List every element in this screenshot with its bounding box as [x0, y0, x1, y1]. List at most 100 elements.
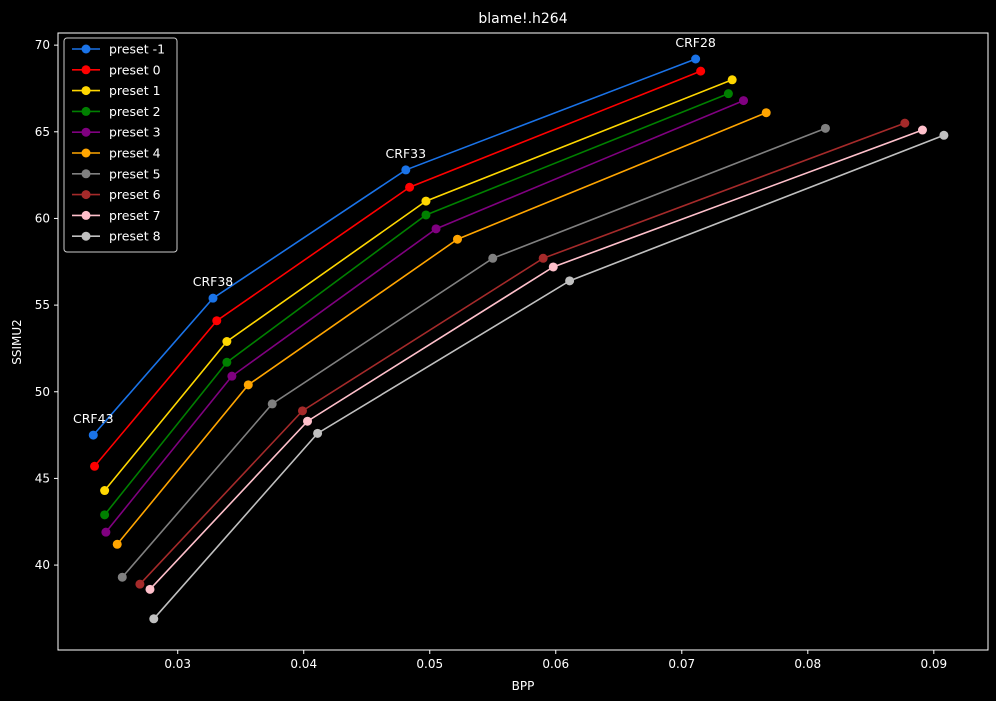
legend-marker	[81, 86, 91, 96]
x-tick-label: 0.07	[668, 657, 695, 671]
plot-area	[88, 54, 949, 624]
legend-entry: preset 3	[72, 125, 161, 140]
y-tick-label: 40	[35, 558, 50, 572]
legend-label: preset 7	[109, 208, 161, 223]
series-line	[104, 92, 729, 516]
chart-title: blame!.h264	[478, 11, 567, 27]
data-point	[303, 416, 313, 426]
legend-entry: preset 2	[72, 104, 161, 119]
data-point	[401, 165, 411, 175]
legend-entry: preset 4	[72, 146, 161, 161]
x-axis: 0.03 0.04 0.05 0.06 0.07 0.08 0.09	[164, 650, 947, 671]
data-point	[761, 108, 771, 118]
series-preset6	[135, 118, 910, 589]
legend-label: preset 8	[109, 229, 161, 244]
y-axis-label: SSIMU2	[10, 319, 24, 365]
data-point	[820, 123, 830, 133]
legend-marker	[81, 127, 91, 137]
x-tick-label: 0.09	[920, 657, 947, 671]
series-line	[93, 70, 701, 467]
data-point	[112, 539, 122, 549]
data-point	[100, 486, 110, 496]
y-tick-label: 65	[35, 125, 50, 139]
data-point	[267, 399, 277, 409]
legend-marker	[81, 106, 91, 116]
data-point	[212, 316, 222, 326]
legend-marker	[81, 148, 91, 158]
y-tick-label: 70	[35, 38, 50, 52]
y-tick-label: 45	[35, 471, 50, 485]
crf-annotation: CRF38	[193, 274, 234, 289]
series-line	[92, 58, 696, 436]
legend-entry: preset 5	[72, 166, 161, 181]
y-tick-label: 55	[35, 298, 50, 312]
legend-label: preset -1	[109, 42, 165, 57]
x-tick-label: 0.03	[164, 657, 191, 671]
series-preset1	[100, 75, 737, 496]
plot-frame	[57, 32, 989, 651]
data-point	[405, 182, 415, 192]
legend: preset -1 preset 0 preset 1 preset 2 preset …	[63, 37, 178, 253]
data-point	[421, 196, 431, 206]
data-point	[149, 614, 159, 624]
series-line	[139, 122, 906, 585]
legend-entry: preset 1	[72, 83, 161, 98]
series-preset5	[117, 123, 830, 582]
data-point	[313, 428, 323, 438]
data-point	[691, 54, 701, 64]
data-point	[723, 89, 733, 99]
series-line	[153, 134, 945, 620]
series-line	[104, 79, 733, 492]
data-point	[739, 96, 749, 106]
data-point	[696, 66, 706, 76]
legend-label: preset 3	[109, 125, 161, 140]
legend-label: preset 2	[109, 104, 161, 119]
legend-label: preset 5	[109, 166, 161, 181]
data-point	[727, 75, 737, 85]
legend-entry: preset 6	[72, 187, 161, 202]
legend-entry: preset 8	[72, 229, 161, 244]
series-preset8	[149, 130, 949, 624]
x-tick-label: 0.06	[542, 657, 569, 671]
data-point	[243, 380, 253, 390]
legend-marker	[81, 190, 91, 200]
legend-box	[63, 37, 178, 253]
x-axis-label: BPP	[512, 679, 535, 693]
data-point	[538, 253, 548, 263]
series-presetminus1	[88, 54, 701, 440]
data-point	[917, 125, 927, 135]
legend-entry: preset -1	[72, 42, 165, 57]
legend-marker	[81, 44, 91, 54]
series-line	[105, 99, 744, 533]
data-point	[222, 357, 232, 367]
series-preset4	[112, 108, 771, 549]
legend-label: preset 1	[109, 83, 161, 98]
y-axis: 40 45 50 55 60 65 70	[35, 38, 58, 572]
series-preset3	[101, 96, 749, 537]
crf-annotation: CRF28	[675, 35, 716, 50]
legend-entry: preset 0	[72, 62, 161, 77]
data-point	[421, 210, 431, 220]
crf-annotation: CRF33	[386, 146, 427, 161]
y-tick-label: 50	[35, 385, 50, 399]
annotations: CRF43 CRF38 CRF33 CRF28	[73, 35, 716, 426]
data-point	[117, 572, 127, 582]
series-line	[121, 127, 826, 578]
series-line	[116, 111, 767, 545]
data-point	[135, 579, 145, 589]
data-point	[88, 430, 98, 440]
data-point	[145, 584, 155, 594]
legend-label: preset 6	[109, 187, 161, 202]
data-point	[101, 527, 111, 537]
legend-entry: preset 7	[72, 208, 161, 223]
data-point	[90, 461, 100, 471]
legend-label: preset 4	[109, 146, 161, 161]
data-point	[431, 224, 441, 234]
legend-marker	[81, 169, 91, 179]
data-point	[488, 253, 498, 263]
legend-marker	[81, 65, 91, 75]
data-point	[548, 262, 558, 272]
x-tick-label: 0.04	[290, 657, 317, 671]
series-preset7	[145, 125, 927, 594]
